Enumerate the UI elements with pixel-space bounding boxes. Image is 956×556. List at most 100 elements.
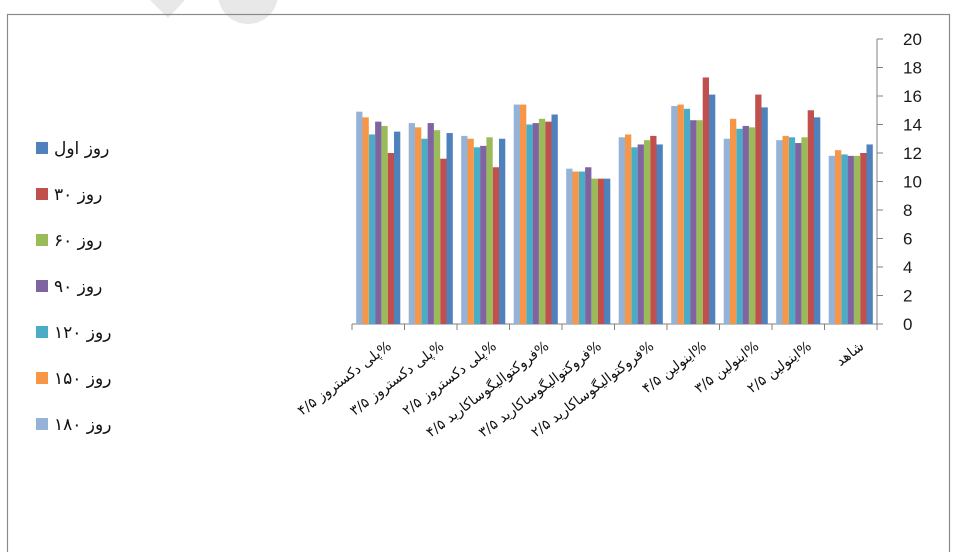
bar bbox=[427, 123, 434, 324]
bar bbox=[723, 138, 730, 324]
bar bbox=[572, 171, 579, 324]
bar bbox=[551, 114, 558, 324]
bar bbox=[709, 94, 716, 324]
y-tick-label: 6 bbox=[903, 230, 912, 249]
bar bbox=[748, 127, 756, 324]
bar bbox=[566, 168, 573, 324]
bar bbox=[618, 137, 625, 324]
bar bbox=[650, 135, 657, 324]
bar bbox=[375, 121, 382, 325]
bars-group bbox=[356, 77, 873, 325]
y-tick-label: 8 bbox=[903, 201, 912, 220]
bar bbox=[677, 104, 684, 324]
bar bbox=[788, 137, 796, 324]
bar bbox=[467, 138, 474, 324]
bar bbox=[730, 118, 737, 324]
category-label: پلی دکستروز ۳/۵% bbox=[347, 338, 447, 419]
bar bbox=[625, 134, 632, 324]
y-tick-label: 18 bbox=[903, 59, 922, 78]
bar bbox=[801, 137, 808, 324]
bar bbox=[683, 108, 691, 324]
bar bbox=[847, 155, 854, 324]
bar bbox=[486, 137, 493, 324]
y-tick-label: 12 bbox=[903, 144, 922, 163]
legend: روز اول روز ۳۰ روز ۶۰ روز ۹۰ روز ۱۲۰ روز ۱۵۰ ر… bbox=[36, 139, 111, 435]
bar bbox=[368, 134, 376, 324]
bar bbox=[828, 155, 835, 324]
bar bbox=[656, 144, 663, 324]
legend-swatch bbox=[36, 372, 48, 384]
legend-label: روز ۳۰ bbox=[54, 185, 102, 205]
bar bbox=[742, 125, 749, 324]
bar bbox=[761, 107, 768, 325]
bar bbox=[671, 105, 678, 324]
bar bbox=[866, 144, 873, 324]
bar bbox=[814, 117, 821, 325]
legend-label: روز ۱۸۰ bbox=[54, 415, 111, 435]
bar bbox=[520, 104, 527, 324]
legend-swatch bbox=[36, 234, 48, 246]
bar bbox=[394, 131, 401, 325]
bar bbox=[526, 124, 533, 324]
legend-label: روز ۶۰ bbox=[54, 231, 102, 251]
bar bbox=[538, 118, 546, 324]
bar bbox=[381, 125, 388, 324]
bar bbox=[421, 138, 428, 324]
bar bbox=[631, 147, 638, 324]
bar bbox=[499, 138, 506, 324]
y-tick-labels: 0 2 4 6 8 10 12 14 16 18 20 bbox=[903, 30, 922, 334]
bar bbox=[736, 128, 743, 324]
bar bbox=[841, 154, 848, 324]
bar bbox=[387, 153, 394, 324]
y-tick-label: 16 bbox=[903, 87, 922, 106]
bar bbox=[690, 120, 697, 324]
bar bbox=[480, 145, 487, 325]
bar bbox=[545, 121, 552, 325]
bar bbox=[578, 171, 586, 324]
y-tick-label: 14 bbox=[903, 116, 922, 135]
bar bbox=[776, 140, 783, 324]
bar bbox=[492, 167, 499, 324]
bar bbox=[415, 127, 422, 324]
legend-swatch bbox=[36, 142, 48, 154]
bar bbox=[696, 120, 703, 324]
top-decoration bbox=[150, 0, 185, 18]
bar bbox=[461, 135, 468, 324]
bar bbox=[604, 178, 611, 324]
bar bbox=[807, 110, 814, 324]
bar bbox=[835, 150, 842, 324]
y-tick-label: 0 bbox=[903, 315, 912, 334]
legend-label: روز ۱۲۰ bbox=[54, 323, 111, 343]
legend-label: روز ۱۵۰ bbox=[54, 369, 111, 389]
top-decoration-circle bbox=[218, 0, 278, 24]
bar bbox=[637, 144, 644, 324]
bar bbox=[853, 155, 861, 324]
y-tick-label: 2 bbox=[903, 287, 912, 306]
legend-label: روز ۹۰ bbox=[54, 277, 102, 297]
bar bbox=[473, 147, 481, 324]
bar bbox=[591, 178, 598, 324]
y-tick-label: 20 bbox=[903, 30, 922, 49]
category-label: پلی دکستروز ۲/۵% bbox=[400, 338, 500, 419]
bar bbox=[446, 133, 453, 324]
bar bbox=[433, 130, 441, 324]
bar bbox=[408, 123, 415, 324]
legend-label: روز اول bbox=[54, 139, 109, 159]
legend-swatch bbox=[36, 418, 48, 430]
category-label: شاهد bbox=[833, 338, 867, 369]
bar bbox=[860, 153, 867, 324]
bar bbox=[440, 158, 447, 324]
bar bbox=[532, 123, 539, 324]
bar bbox=[795, 143, 802, 324]
bar bbox=[702, 77, 709, 324]
bar bbox=[513, 104, 520, 324]
y-tick-label: 4 bbox=[903, 258, 912, 277]
bar bbox=[585, 167, 592, 324]
y-tick-label: 10 bbox=[903, 173, 922, 192]
bar bbox=[597, 178, 604, 324]
legend-swatch bbox=[36, 280, 48, 292]
bar bbox=[755, 94, 762, 324]
